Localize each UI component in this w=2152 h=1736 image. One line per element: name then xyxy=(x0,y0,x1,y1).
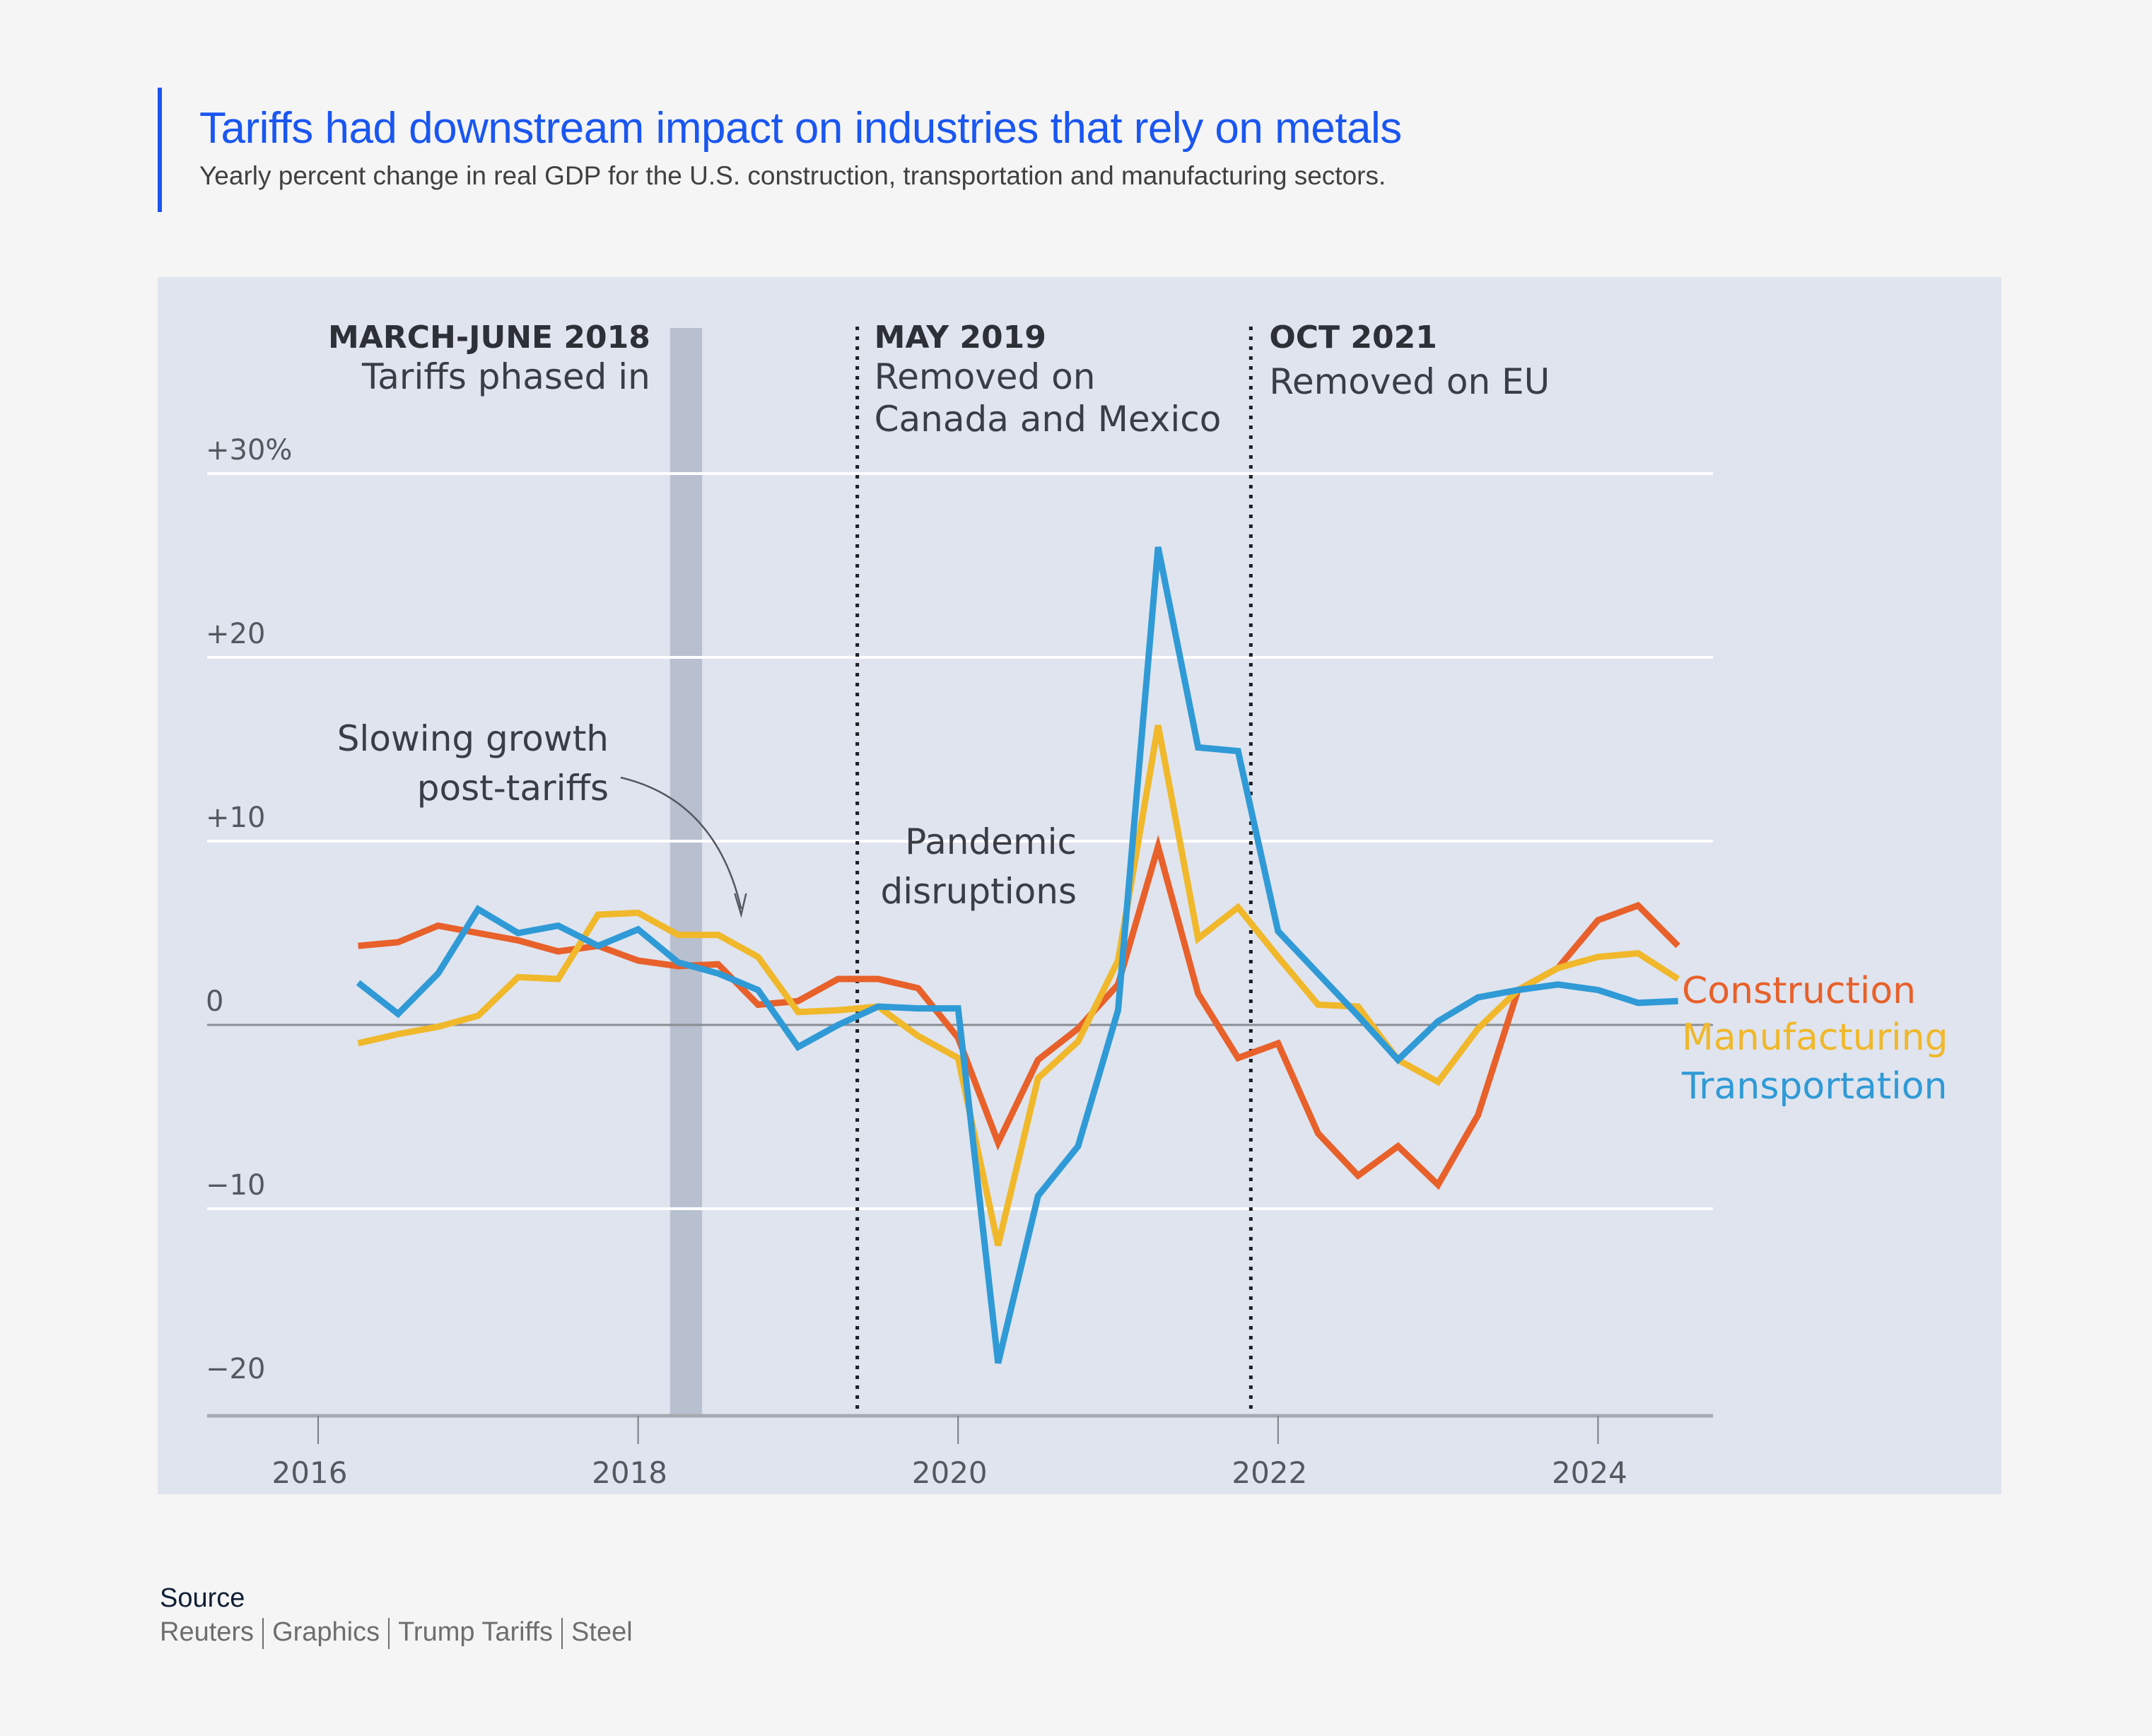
chart-panel: +30% +20 +10 0 −10 −20 2016 2018 2020 2022 2024 M… xyxy=(158,277,2001,1494)
x-tick-label: 2016 xyxy=(272,1455,348,1490)
annotation-arrow xyxy=(620,776,742,910)
y-tick-label: 0 xyxy=(206,985,223,1018)
source-link-steel[interactable]: Steel xyxy=(571,1617,633,1647)
y-tick-label: −20 xyxy=(206,1353,265,1385)
annotation-note: post-tariffs xyxy=(417,768,609,809)
source-link-reuters[interactable]: Reuters xyxy=(160,1617,255,1647)
legend-transportation: Transportation xyxy=(1681,1065,1947,1108)
source-link-graphics[interactable]: Graphics xyxy=(272,1617,380,1647)
x-tick-label: 2020 xyxy=(912,1455,988,1490)
line-chart: +30% +20 +10 0 −10 −20 2016 2018 2020 2022 2024 M… xyxy=(206,319,1948,1490)
separator xyxy=(262,1617,264,1649)
annotation-text: Tariffs phased in xyxy=(361,356,650,397)
separator xyxy=(561,1617,563,1649)
source-link-trump-tariffs[interactable]: Trump Tariffs xyxy=(398,1617,554,1647)
source-label: Source xyxy=(160,1583,245,1613)
annotation-heading: OCT 2021 xyxy=(1269,319,1437,356)
x-tick-label: 2022 xyxy=(1232,1455,1307,1490)
y-tick-label: +20 xyxy=(206,618,265,650)
annotation-text: Canada and Mexico xyxy=(875,399,1222,440)
chart-title: Tariffs had downstream impact on industr… xyxy=(199,104,1402,153)
x-tick-label: 2018 xyxy=(592,1455,667,1490)
annotation-text: Removed on xyxy=(875,356,1096,397)
source-links: Reuters Graphics Trump Tariffs Steel xyxy=(160,1617,633,1649)
title-accent-bar xyxy=(158,88,162,212)
annotation-note: disruptions xyxy=(881,871,1077,912)
x-tick-label: 2024 xyxy=(1552,1455,1627,1490)
annotation-text: Removed on EU xyxy=(1269,361,1550,402)
y-tick-label: −10 xyxy=(206,1169,265,1202)
tariff-phase-band xyxy=(669,328,703,1416)
annotation-note: Pandemic xyxy=(905,821,1077,862)
arrow-head-icon xyxy=(734,893,747,918)
series-line-transportation xyxy=(356,546,1678,1364)
y-tick-label: +10 xyxy=(206,802,265,834)
series-line-manufacturing xyxy=(357,725,1680,1247)
separator xyxy=(388,1617,390,1649)
annotation-heading: MARCH-JUNE 2018 xyxy=(328,319,650,356)
chart-subtitle: Yearly percent change in real GDP for th… xyxy=(199,161,1386,190)
legend-manufacturing: Manufacturing xyxy=(1682,1016,1948,1059)
legend-construction: Construction xyxy=(1682,970,1916,1012)
annotation-note: Slowing growth xyxy=(337,718,609,759)
annotation-heading: MAY 2019 xyxy=(875,319,1046,356)
y-tick-label: +30% xyxy=(206,434,292,467)
